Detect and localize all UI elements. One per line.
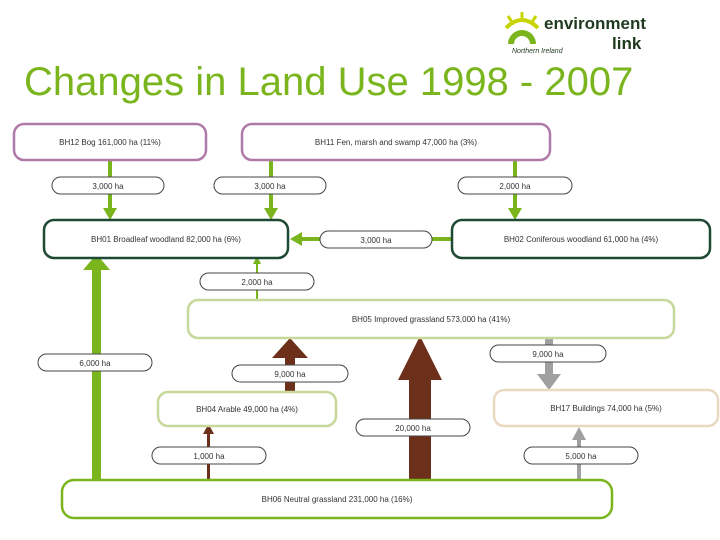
node-bh04-arable: BH04 Arable 49,000 ha (4%) [156, 390, 338, 428]
arrow-neutral-to-broadleaf [83, 254, 110, 482]
node-bh04-label: BH04 Arable 49,000 ha (4%) [196, 405, 298, 414]
flow-label-bog-to-broadleaf: 3,000 ha [51, 176, 165, 195]
svg-text:6,000 ha: 6,000 ha [79, 359, 111, 368]
flow-label-fen-to-coniferous: 2,000 ha [457, 176, 573, 195]
flow-label-fen-to-broadleaf: 3,000 ha [213, 176, 327, 195]
flow-label-coniferous-to-broadleaf: 3,000 ha [319, 230, 433, 249]
node-bh06-label: BH06 Neutral grassland 231,000 ha (16%) [262, 495, 413, 504]
logo-text-environment: environment [544, 14, 647, 33]
svg-text:2,000 ha: 2,000 ha [241, 278, 273, 287]
page-title: Changes in Land Use 1998 - 2007 [24, 60, 634, 104]
svg-text:3,000 ha: 3,000 ha [360, 236, 392, 245]
svg-text:3,000 ha: 3,000 ha [92, 182, 124, 191]
svg-text:20,000 ha: 20,000 ha [395, 424, 431, 433]
node-bh02-coniferous: BH02 Coniferous woodland 61,000 ha (4%) [450, 218, 712, 260]
svg-text:5,000 ha: 5,000 ha [565, 452, 597, 461]
node-bh05-label: BH05 Improved grassland 573,000 ha (41%) [352, 315, 511, 324]
flow-label-improved-to-buildings: 9,000 ha [489, 344, 607, 363]
svg-text:9,000 ha: 9,000 ha [532, 350, 564, 359]
flow-label-improved-to-broadleaf: 2,000 ha [199, 272, 315, 291]
environment-link-logo: environment link Northern Ireland [500, 10, 700, 65]
svg-text:9,000 ha: 9,000 ha [274, 370, 306, 379]
flow-label-neutral-to-arable: 1,000 ha [151, 446, 267, 465]
node-bh05-improved: BH05 Improved grassland 573,000 ha (41%) [186, 298, 676, 340]
flow-label-arable-to-improved: 9,000 ha [231, 364, 349, 383]
node-bh01-label: BH01 Broadleaf woodland 82,000 ha (6%) [91, 235, 241, 244]
arrow-neutral-to-improved [398, 336, 442, 482]
node-bh06-neutral: BH06 Neutral grassland 231,000 ha (16%) [60, 478, 614, 520]
node-bh12-label: BH12 Bog 161,000 ha (11%) [59, 138, 161, 147]
flow-label-neutral-to-broadleaf: 6,000 ha [37, 353, 153, 372]
node-bh02-label: BH02 Coniferous woodland 61,000 ha (4%) [504, 235, 659, 244]
node-bh12-bog: BH12 Bog 161,000 ha (11%) [12, 122, 208, 162]
node-bh01-broadleaf: BH01 Broadleaf woodland 82,000 ha (6%) [42, 218, 290, 260]
logo-region: Northern Ireland [512, 48, 563, 55]
node-bh17-label: BH17 Buildings 74,000 ha (5%) [550, 404, 662, 413]
node-bh11-fen: BH11 Fen, marsh and swamp 47,000 ha (3%) [240, 122, 552, 162]
node-bh11-label: BH11 Fen, marsh and swamp 47,000 ha (3%) [315, 138, 477, 147]
flow-label-neutral-to-improved: 20,000 ha [355, 418, 471, 437]
flow-label-neutral-to-buildings: 5,000 ha [523, 446, 639, 465]
svg-text:2,000 ha: 2,000 ha [499, 182, 531, 191]
logo-text-link: link [612, 34, 642, 53]
svg-text:1,000 ha: 1,000 ha [193, 452, 225, 461]
node-bh17-buildings: BH17 Buildings 74,000 ha (5%) [492, 388, 720, 428]
svg-text:3,000 ha: 3,000 ha [254, 182, 286, 191]
sun-logo-icon [504, 12, 540, 44]
